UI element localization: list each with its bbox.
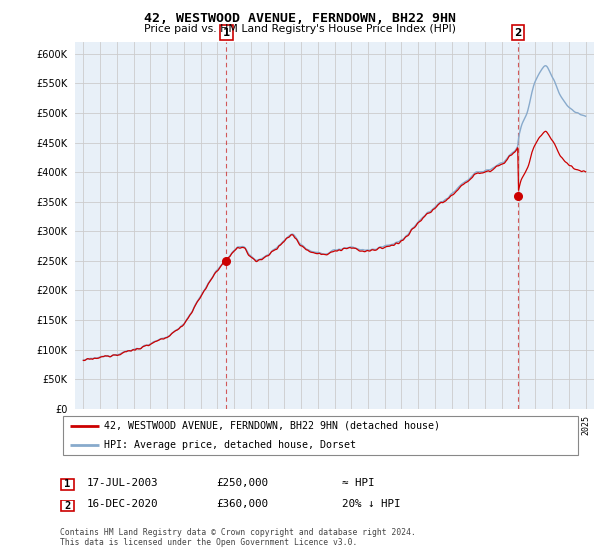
Text: 17-JUL-2003: 17-JUL-2003: [87, 478, 158, 488]
FancyBboxPatch shape: [61, 500, 74, 511]
Text: 2: 2: [64, 501, 71, 511]
FancyBboxPatch shape: [61, 479, 74, 490]
Text: 42, WESTWOOD AVENUE, FERNDOWN, BH22 9HN: 42, WESTWOOD AVENUE, FERNDOWN, BH22 9HN: [144, 12, 456, 25]
Text: 20% ↓ HPI: 20% ↓ HPI: [342, 499, 401, 509]
Text: £250,000: £250,000: [216, 478, 268, 488]
Text: 1: 1: [64, 479, 71, 489]
Text: 1: 1: [223, 28, 230, 38]
Text: Price paid vs. HM Land Registry's House Price Index (HPI): Price paid vs. HM Land Registry's House …: [144, 24, 456, 34]
Text: Contains HM Land Registry data © Crown copyright and database right 2024.
This d: Contains HM Land Registry data © Crown c…: [60, 528, 416, 548]
Text: 16-DEC-2020: 16-DEC-2020: [87, 499, 158, 509]
Text: ≈ HPI: ≈ HPI: [342, 478, 374, 488]
Text: £360,000: £360,000: [216, 499, 268, 509]
FancyBboxPatch shape: [62, 416, 578, 455]
Text: HPI: Average price, detached house, Dorset: HPI: Average price, detached house, Dors…: [104, 440, 356, 450]
Text: 42, WESTWOOD AVENUE, FERNDOWN, BH22 9HN (detached house): 42, WESTWOOD AVENUE, FERNDOWN, BH22 9HN …: [104, 421, 440, 431]
Text: 2: 2: [514, 28, 521, 38]
